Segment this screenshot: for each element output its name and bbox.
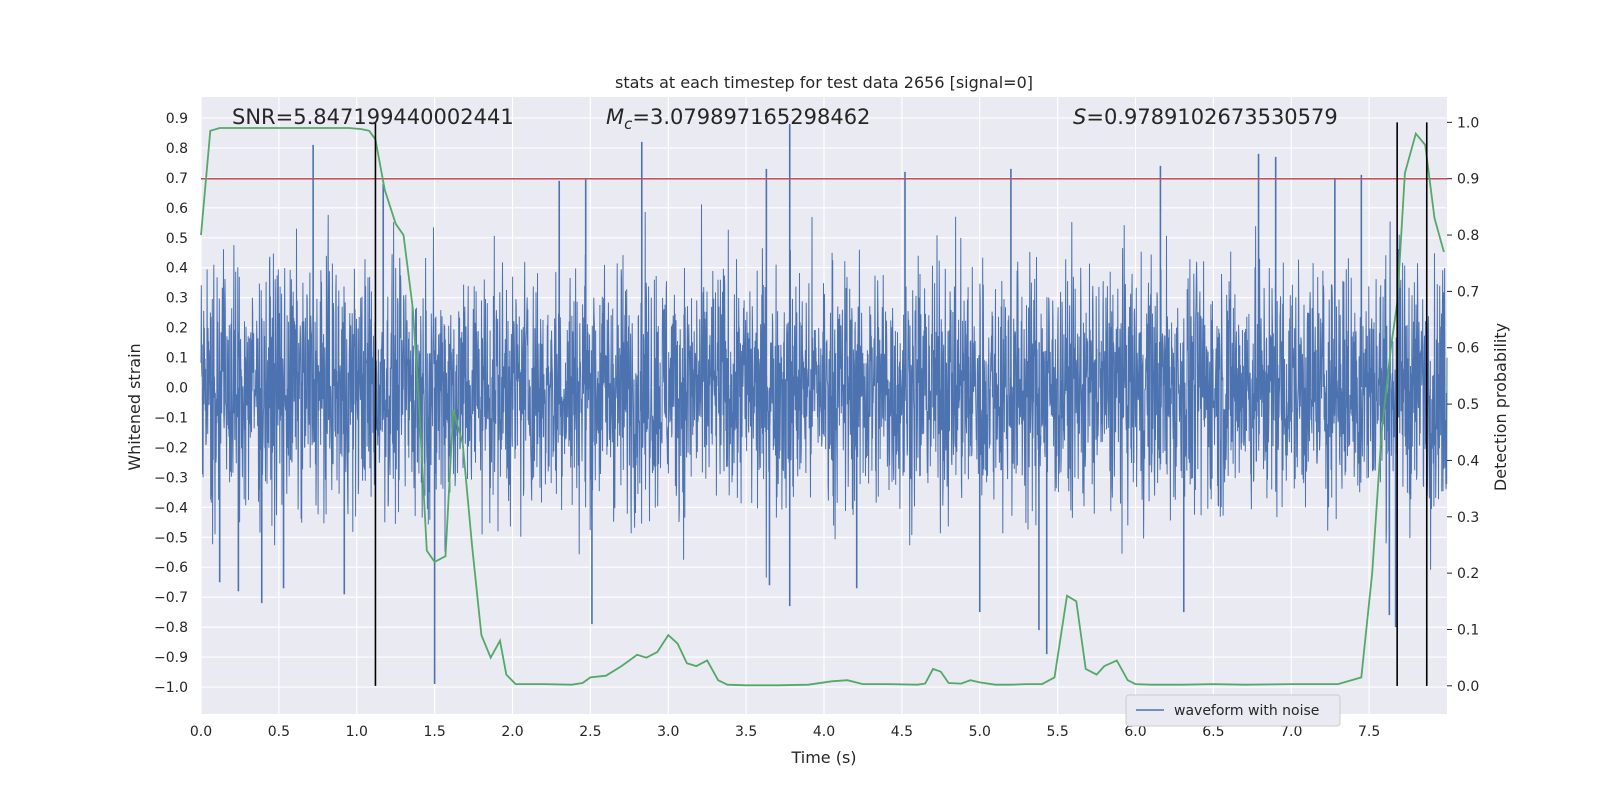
y-left-tick-labels: 0.9 0.8 0.7 0.6 0.5 0.4 0.3 0.2 0.1 0.0 −0.1 −0.2 −0… (154, 111, 188, 696)
score-annotation: S=0.9789102673530579 (1073, 105, 1338, 129)
y-right-tick-label: 0.3 (1457, 510, 1479, 526)
y-left-tick-label: 0.3 (166, 291, 188, 307)
y-axis-label-right: Detection probability (1491, 323, 1510, 491)
x-tick-label: 7.5 (1358, 724, 1380, 740)
y-left-tick-label: 0.1 (166, 351, 188, 367)
y-left-tick-label: −0.4 (154, 500, 188, 516)
y-left-tick-label: −0.9 (154, 650, 188, 666)
y-left-tick-label: 0.9 (166, 111, 188, 127)
y-left-tick-label: 0.8 (166, 141, 188, 157)
x-tick-label: 3.5 (735, 724, 757, 740)
y-left-tick-label: −0.7 (154, 590, 188, 606)
x-tick-label: 6.5 (1202, 724, 1224, 740)
y-left-tick-label: −0.1 (154, 410, 188, 426)
y-right-tick-labels: 1.0 0.9 0.8 0.7 0.6 0.5 0.4 0.3 0.2 0.1 0.0 (1447, 115, 1479, 695)
y-left-tick-label: −0.3 (154, 470, 188, 486)
waveform-series (200, 123, 1448, 685)
y-left-tick-label: −0.2 (154, 440, 188, 456)
x-tick-label: 6.0 (1124, 724, 1146, 740)
y-left-tick-label: 0.6 (166, 201, 188, 217)
y-right-tick-label: 0.5 (1457, 397, 1479, 413)
y-right-tick-label: 0.7 (1457, 284, 1479, 300)
y-right-tick-label: 0.1 (1457, 622, 1479, 638)
y-right-tick-label: 0.8 (1457, 228, 1479, 244)
y-left-tick-label: −0.6 (154, 560, 188, 576)
y-right-tick-label: 0.4 (1457, 453, 1479, 469)
x-axis-label: Time (s) (790, 748, 856, 767)
y-left-tick-label: 0.0 (166, 381, 188, 397)
y-right-tick-label: 0.9 (1457, 172, 1479, 188)
y-right-tick-label: 0.2 (1457, 566, 1479, 582)
x-tick-label: 7.0 (1280, 724, 1302, 740)
vertical-markers (374, 122, 1428, 686)
probability-series (200, 127, 1445, 687)
y-left-tick-label: −1.0 (154, 680, 188, 696)
chart-title: stats at each timestep for test data 265… (615, 73, 1033, 92)
x-tick-label: 1.0 (346, 724, 368, 740)
y-left-tick-label: 0.2 (166, 321, 188, 337)
snr-annotation: SNR=5.847199440002441 (232, 105, 514, 129)
x-tick-label: 1.5 (423, 724, 445, 740)
x-tick-labels: 0.0 0.5 1.0 1.5 2.0 2.5 3.0 3.5 4.0 4.5 5.0 5.5 6.0 6… (190, 724, 1380, 740)
x-tick-label: 0.5 (268, 724, 290, 740)
x-tick-label: 0.0 (190, 724, 212, 740)
x-tick-label: 4.0 (813, 724, 835, 740)
y-left-tick-label: 0.5 (166, 231, 188, 247)
y-right-tick-label: 0.6 (1457, 341, 1479, 357)
x-tick-label: 5.0 (969, 724, 991, 740)
y-right-tick-label: 1.0 (1457, 115, 1479, 131)
score-symbol: S (1073, 105, 1086, 129)
score-value: =0.9789102673530579 (1086, 105, 1337, 129)
legend: waveform with noise (1125, 694, 1341, 727)
x-tick-label: 2.5 (579, 724, 601, 740)
waveform-line (200, 204, 1448, 578)
x-tick-label: 3.0 (657, 724, 679, 740)
x-tick-label: 5.5 (1046, 724, 1068, 740)
chirp-mass-value: =3.079897165298462 (632, 105, 870, 129)
y-axis-label-left: Whitened strain (125, 343, 144, 470)
y-left-tick-label: 0.4 (166, 261, 188, 277)
y-left-tick-label: 0.7 (166, 171, 188, 187)
probability-line (200, 127, 1445, 687)
legend-box (1125, 694, 1341, 727)
legend-entry-label: waveform with noise (1174, 703, 1319, 719)
chirp-mass-symbol: M (606, 105, 624, 129)
y-left-tick-label: −0.5 (154, 530, 188, 546)
chirp-mass-subscript: c (624, 115, 633, 133)
chirp-mass-annotation: Mc=3.079897165298462 (606, 105, 870, 133)
y-left-tick-label: −0.8 (154, 620, 188, 636)
x-tick-label: 4.5 (891, 724, 913, 740)
x-tick-label: 2.0 (501, 724, 523, 740)
y-right-tick-label: 0.0 (1457, 679, 1479, 695)
